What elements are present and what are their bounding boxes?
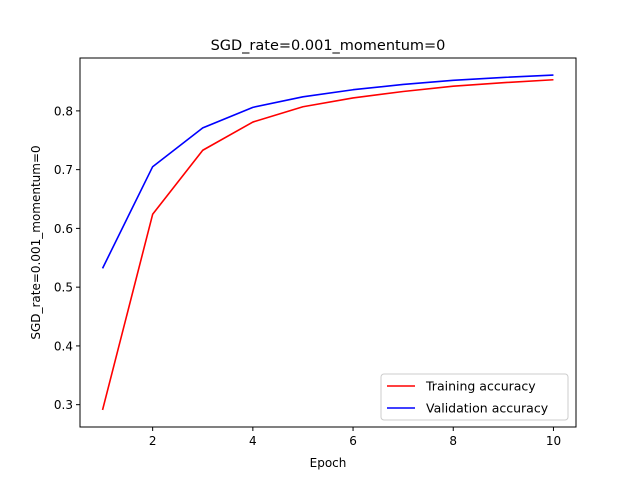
x-tick-label: 10	[546, 434, 561, 448]
y-axis-label: SGD_rate=0.001_momentum=0	[29, 145, 43, 339]
x-tick-label: 8	[449, 434, 457, 448]
x-tick-label: 2	[149, 434, 157, 448]
y-tick-label: 0.5	[54, 281, 73, 295]
y-tick-label: 0.6	[54, 222, 73, 236]
series-lines	[101, 74, 554, 411]
legend-box	[380, 373, 569, 421]
series-line-training-accuracy	[101, 78, 554, 411]
legend-label-validation-accuracy: Validation accuracy	[426, 401, 549, 416]
chart-title: SGD_rate=0.001_momentum=0	[211, 38, 446, 54]
x-axis-label: Epoch	[310, 456, 347, 470]
x-tick-label: 6	[349, 434, 357, 448]
axis-ticks: 2 4 6 8 10 0.3 0.4 0.5 0.6 0.7 0.8	[54, 104, 561, 448]
legend-label-training-accuracy: Training accuracy	[425, 379, 536, 394]
axes-frame	[79, 57, 577, 428]
y-tick-label: 0.7	[54, 163, 73, 177]
series-line-validation-accuracy	[101, 74, 554, 269]
x-tick-label: 4	[249, 434, 257, 448]
legend: Training accuracy Validation accuracy	[380, 373, 569, 421]
y-tick-label: 0.4	[54, 339, 73, 353]
y-tick-label: 0.8	[54, 104, 73, 118]
y-tick-label: 0.3	[54, 398, 73, 412]
